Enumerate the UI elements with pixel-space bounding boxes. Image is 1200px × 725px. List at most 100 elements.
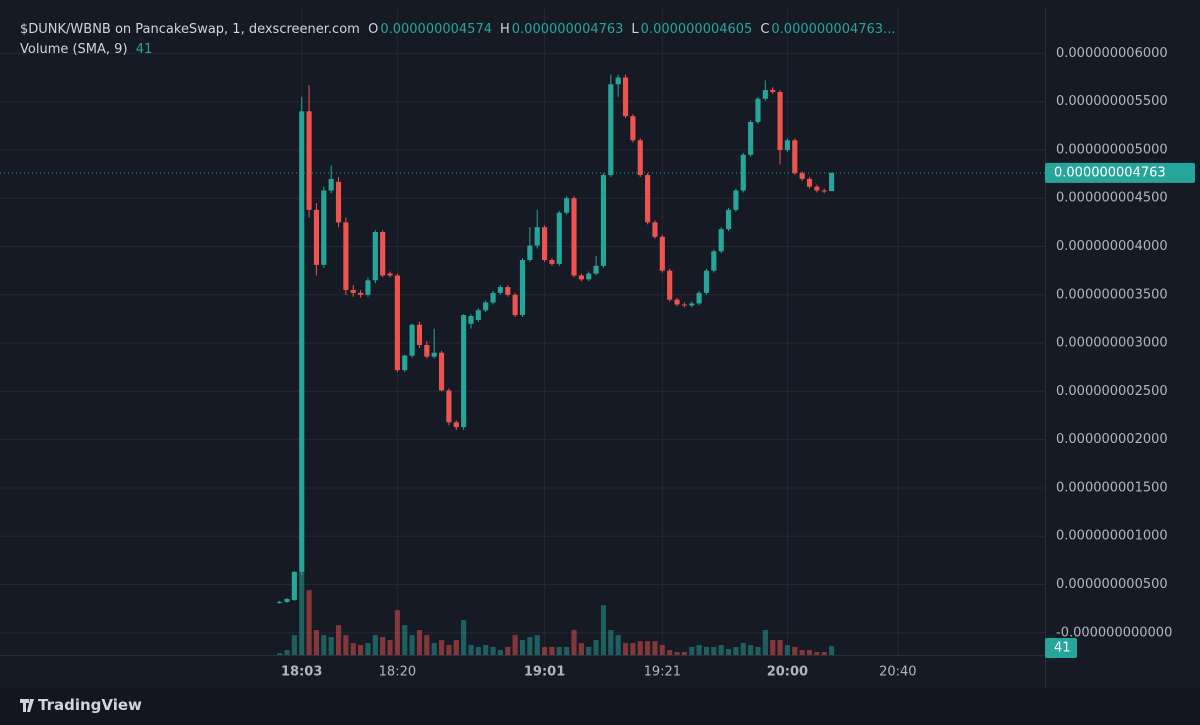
candle-body [615,77,621,85]
volume-bar [806,650,813,655]
volume-bar [777,640,783,655]
candle-body [652,222,658,237]
candle-body [512,294,518,316]
candle-body [799,173,805,179]
volume-bar [711,646,717,655]
volume-bar [622,643,629,655]
volume-label: 41 [1054,641,1071,656]
volume-bar [291,635,297,655]
ohlc-key: O [368,22,379,37]
volume-bar [637,641,643,655]
candle-body [711,251,717,271]
volume-pane [277,572,835,655]
candle-body [380,232,386,276]
candle-body [497,287,503,293]
footer-bar [0,688,1200,725]
volume-bar [409,635,415,655]
candle-body [549,260,555,264]
volume-bar [453,640,459,655]
volume-bar [740,643,746,655]
candle-body [689,303,695,306]
volume-bar [667,650,673,655]
volume-bar [689,646,695,655]
candle-body [814,186,820,191]
volume-bar [652,641,658,655]
volume-title: Volume (SMA, 9) [20,42,128,57]
x-tick-label: 20:00 [767,665,808,680]
x-tick-label: 18:03 [281,665,322,680]
candle-body [416,324,423,346]
candle-body [696,292,702,304]
volume-bar [299,572,305,655]
candle-body [424,345,430,357]
candle-body [733,190,739,210]
candle-body [630,116,636,141]
candle-body [505,287,511,295]
candle-body [358,292,364,295]
volume-bar [365,643,371,655]
volume-sma: 41 [135,42,153,57]
candle-body [409,324,415,356]
volume-bar [387,640,393,655]
candle-body [622,77,629,117]
volume-bar [446,645,452,655]
volume-bar [328,637,334,655]
candle-body [534,227,540,246]
volume-bar [703,646,710,655]
volume-bar [829,646,835,655]
volume-bar [718,645,724,655]
volume-bar [475,646,481,655]
candle-body [394,275,400,371]
candle-body [519,260,526,316]
y-tick-label: 0.000000005000 [1056,142,1168,157]
volume-bar [792,646,798,655]
volume-bar [335,625,342,655]
y-tick-label: 0.000000000500 [1056,577,1168,592]
candle-body [755,98,761,122]
candle-body [578,275,584,280]
candle-body [365,280,371,295]
volume-bar [725,648,732,655]
volume-bar [277,653,283,655]
candle-body [608,84,614,176]
volume-bar [519,640,526,655]
volume-bar [556,646,562,655]
candle-body [674,299,680,305]
candle-body [806,178,813,187]
volume-bar [770,640,776,655]
candle-body [542,227,548,261]
candle-body [321,190,327,265]
candle-body [328,178,334,191]
volume-bar [608,630,614,655]
candle-body [468,316,474,324]
x-tick-label: 18:20 [379,665,416,680]
ohlc-key: L [631,22,639,37]
volume-bar [438,640,445,655]
candle-body [284,598,290,602]
volume-bar [630,643,636,655]
volume-box [1045,638,1077,658]
candle-body [645,175,651,223]
candle-body [306,111,312,210]
volume-bar [380,637,386,655]
candle-body [402,355,408,371]
candle-body [762,90,768,99]
volume-bar [306,590,312,655]
candle-body [748,121,754,155]
volume-bar [483,645,489,655]
candle-body [725,209,732,230]
x-tick-label: 19:01 [524,665,565,680]
ohlc: O 0.000000004574 H 0.000000004763 L 0.0000000… [368,22,903,37]
y-tick-label: 0.000000006000 [1056,46,1168,61]
candle-body [681,304,687,306]
volume-bar [784,645,791,655]
title-row: $DUNK/WBNB on PancakeSwap, 1, dexscreene… [20,20,903,40]
candle-body [313,209,320,265]
candle-body [586,273,592,280]
volume-bar [358,645,364,655]
volume-bar [468,645,474,655]
volume-bar [372,635,378,655]
ohlc-value: 0.000000004605 [640,22,753,37]
